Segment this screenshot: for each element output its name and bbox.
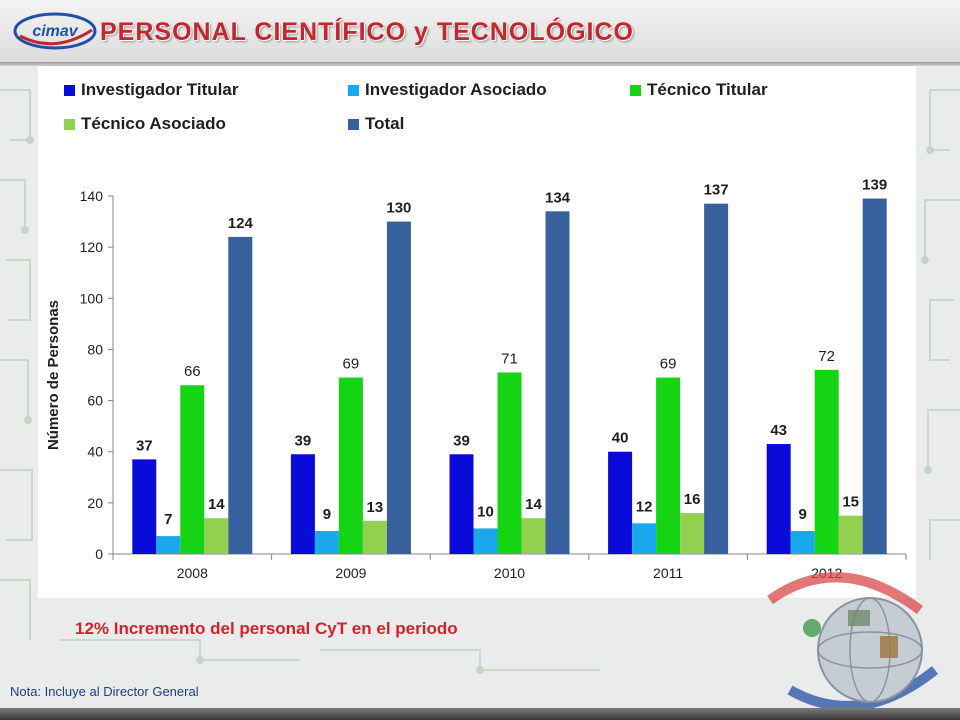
data-label: 13 [367, 499, 384, 516]
y-tick-label: 140 [80, 188, 104, 204]
data-label: 134 [545, 189, 571, 206]
data-label: 9 [799, 506, 807, 523]
bar-total-2011 [704, 203, 729, 554]
legend-item-investigador-titular: Investigador Titular [64, 80, 238, 100]
legend-label: Total [365, 114, 405, 133]
bar-investigador-titular-2012 [766, 444, 791, 554]
cimav-logo-icon: cimav [13, 12, 97, 50]
bars-group [132, 198, 887, 555]
bar-t-cnico-titular-2010 [497, 372, 522, 554]
y-axis-label: Número de Personas [45, 300, 62, 450]
bar-total-2010 [545, 211, 570, 555]
data-label: 71 [501, 350, 518, 367]
legend-label: Investigador Asociado [365, 80, 547, 99]
x-tick-label: 2009 [335, 565, 366, 581]
bar-t-cnico-asociado-2009 [362, 520, 387, 554]
x-tick-label: 2011 [653, 565, 683, 581]
data-label: 72 [818, 348, 835, 365]
y-tick-label: 100 [80, 290, 104, 306]
bar-t-cnico-asociado-2012 [838, 515, 863, 554]
bottom-strip [0, 708, 960, 720]
chart-legend: Investigador Titular Investigador Asocia… [64, 76, 884, 140]
bar-investigador-titular-2010 [449, 454, 474, 554]
bar-total-2008 [228, 236, 253, 554]
legend-item-investigador-asociado: Investigador Asociado [348, 80, 547, 100]
data-label: 124 [228, 215, 254, 232]
data-labels-group: 37 7 66 14 124 39 9 69 13 130 39 10 71 14 134 40 12 69 16 1… [136, 177, 887, 529]
bar-t-cnico-titular-2009 [338, 377, 363, 554]
data-label: 12 [636, 498, 653, 515]
y-tick-label: 120 [80, 239, 104, 255]
data-label: 130 [386, 200, 411, 217]
data-label: 39 [453, 432, 470, 449]
bar-investigador-titular-2011 [608, 451, 633, 554]
data-label: 40 [612, 430, 629, 447]
y-tick-label: 60 [87, 393, 103, 409]
y-axis-ticks: 0 20 40 60 80 100 120 140 [80, 188, 113, 562]
bar-investigador-asociado-2010 [473, 528, 498, 554]
legend-swatch-investigador-asociado [348, 84, 359, 96]
data-label: 139 [862, 177, 887, 194]
header-bar: cimav PERSONAL CIENTÍFICO y TECNOLÓGICO [0, 0, 960, 63]
legend-item-total: Total [348, 114, 404, 134]
data-label: 10 [477, 503, 494, 520]
y-tick-label: 80 [87, 341, 103, 357]
legend-swatch-tecnico-titular [630, 84, 641, 96]
bar-investigador-titular-2009 [290, 454, 315, 554]
page-title: PERSONAL CIENTÍFICO y TECNOLÓGICO [100, 18, 634, 46]
x-axis-ticks: 2008 2009 2010 2011 2012 [112, 554, 907, 581]
header-divider [0, 62, 960, 66]
data-label: 37 [136, 437, 153, 454]
data-label: 43 [770, 422, 787, 439]
data-label: 66 [184, 363, 201, 380]
x-tick-label: 2008 [177, 565, 208, 581]
bar-investigador-asociado-2009 [314, 530, 339, 554]
data-label: 69 [660, 356, 677, 373]
data-label: 16 [684, 491, 701, 508]
legend-swatch-tecnico-asociado [64, 118, 75, 130]
increase-note: 12% Incremento del personal CyT en el pe… [75, 619, 458, 638]
legend-item-tecnico-asociado: Técnico Asociado [64, 114, 226, 134]
y-tick-label: 0 [95, 546, 103, 562]
y-tick-label: 20 [87, 495, 103, 511]
bar-total-2009 [386, 221, 411, 555]
data-label: 14 [525, 496, 542, 513]
data-label: 7 [164, 511, 172, 528]
bar-t-cnico-titular-2011 [656, 377, 681, 554]
legend-swatch-total [348, 118, 359, 130]
legend-label: Investigador Titular [81, 80, 239, 99]
data-label: 14 [208, 496, 225, 513]
bar-t-cnico-asociado-2010 [521, 518, 546, 554]
footnote: Nota: Incluye al Director General [10, 684, 199, 699]
bar-investigador-asociado-2012 [790, 530, 815, 554]
data-label: 39 [295, 432, 312, 449]
chart-panel: Investigador Titular Investigador Asocia… [38, 66, 916, 598]
data-label: 137 [704, 182, 729, 199]
bar-t-cnico-asociado-2011 [680, 513, 705, 554]
bar-total-2012 [862, 198, 887, 555]
legend-label: Técnico Titular [647, 80, 768, 99]
legend-swatch-investigador-titular [64, 84, 75, 96]
bar-investigador-asociado-2008 [156, 536, 181, 554]
legend-label: Técnico Asociado [81, 114, 226, 133]
logo-text: cimav [32, 23, 78, 40]
bar-t-cnico-titular-2012 [814, 369, 839, 554]
data-label: 69 [343, 356, 360, 373]
bar-t-cnico-titular-2008 [180, 385, 205, 554]
bar-investigador-asociado-2011 [632, 523, 657, 554]
bar-t-cnico-asociado-2008 [204, 518, 229, 554]
y-tick-label: 40 [87, 444, 103, 460]
x-tick-label: 2010 [494, 565, 525, 581]
legend-item-tecnico-titular: Técnico Titular [630, 80, 768, 100]
globe-illustration-icon [767, 572, 939, 711]
data-label: 15 [842, 494, 859, 511]
data-label: 9 [323, 506, 331, 523]
bar-investigador-titular-2008 [132, 459, 157, 554]
